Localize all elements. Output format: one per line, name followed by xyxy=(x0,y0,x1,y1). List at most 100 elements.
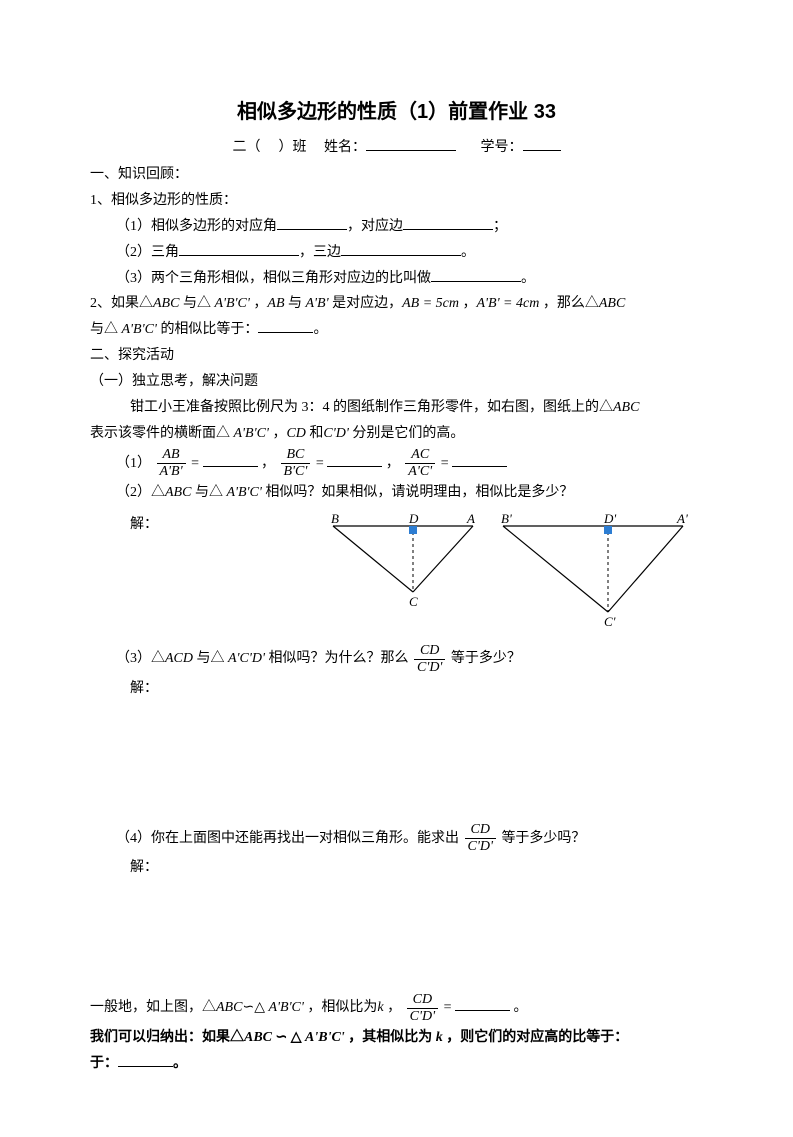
apbpcp: A'B'C' xyxy=(305,1030,345,1045)
num: BC xyxy=(281,448,311,464)
blank[interactable] xyxy=(203,453,258,467)
k: k xyxy=(436,1030,443,1045)
abc: ABC xyxy=(244,1030,272,1045)
t: （4）你在上面图中还能再找出一对相似三角形。能求出 xyxy=(116,831,463,846)
den: C'D' xyxy=(407,1009,438,1024)
eq: = xyxy=(316,456,327,471)
t: 一般地，如上图，△ xyxy=(90,1000,216,1015)
cpdp: C'D' xyxy=(323,426,348,441)
t: 。 xyxy=(313,322,327,337)
blank[interactable] xyxy=(179,242,299,256)
den: A'C' xyxy=(405,464,435,479)
t: 的相似比等于： xyxy=(157,322,259,337)
work-space-2[interactable] xyxy=(90,881,703,991)
blank[interactable] xyxy=(118,1053,173,1067)
t: 等于多少？ xyxy=(451,651,521,666)
t: ，则它们的对应高的比等于： xyxy=(443,1030,629,1045)
svg-text:D': D' xyxy=(603,512,616,526)
den: C'D' xyxy=(414,660,445,675)
q1-2-b: ，三边 xyxy=(299,245,341,260)
eq1: AB = 5cm xyxy=(402,296,459,311)
t: 分别是它们的高。 xyxy=(349,426,465,441)
t: 表示该零件的横断面△ xyxy=(90,426,234,441)
num: CD xyxy=(465,823,496,839)
apcpdp: A'C'D' xyxy=(228,651,265,666)
triangle-abc: BDAC xyxy=(323,512,483,612)
t: ， xyxy=(384,1000,402,1015)
t: 与△ xyxy=(179,296,214,311)
triangle-diagrams: BDAC B'D'A'C' xyxy=(90,512,703,632)
apbpcp: A'B'C' xyxy=(234,426,269,441)
solution-label: 解： xyxy=(90,512,158,538)
general-conclusion: 一般地，如上图，△ABC∽△ A'B'C' ，相似比为k ， CDC'D' = … xyxy=(90,991,703,1025)
svg-text:A': A' xyxy=(676,512,688,526)
solution-label-4: 解： xyxy=(90,855,703,881)
num: CD xyxy=(414,644,445,660)
q1-2: （2）三角，三边。 xyxy=(90,240,703,266)
apbpcp: A'B'C' xyxy=(226,485,261,500)
intro-line1: 钳工小王准备按照比例尺为 3：4 的图纸制作三角形零件，如右图，图纸上的△ABC xyxy=(90,395,703,421)
blank[interactable] xyxy=(258,319,313,333)
t: 与△ xyxy=(193,651,228,666)
q1-2-a: （2）三角 xyxy=(116,245,179,260)
student-info-line: 二（）班 姓名： 学号： xyxy=(90,136,703,156)
svg-text:A: A xyxy=(466,512,475,526)
t: 等于多少吗？ xyxy=(501,831,585,846)
conclusion-bold: 我们可以归纳出：如果△ABC ∽ △ A'B'C' ，其相似比为 k ，则它们的… xyxy=(90,1025,703,1051)
blank[interactable] xyxy=(327,453,382,467)
cd: CD xyxy=(286,426,305,441)
apbpcp: A'B'C' xyxy=(214,296,249,311)
q3: （3）△ACD 与△ A'C'D' 相似吗？为什么？那么 CDC'D' 等于多少… xyxy=(90,642,703,676)
den: C'D' xyxy=(465,839,496,854)
t: 钳工小王准备按照比例尺为 3：4 的图纸制作三角形零件，如右图，图纸上的△ xyxy=(130,400,613,415)
q1-1-c: ； xyxy=(493,219,507,234)
frac-cd2: CDC'D' xyxy=(465,823,496,854)
blank[interactable] xyxy=(341,242,461,256)
frac-cd3: CDC'D' xyxy=(407,993,438,1024)
abc: ABC xyxy=(613,400,639,415)
q1-label: （1） xyxy=(116,456,151,471)
intro-line2: 表示该零件的横断面△ A'B'C' ，CD 和C'D' 分别是它们的高。 xyxy=(90,421,703,447)
q1-1-b: ，对应边 xyxy=(347,219,403,234)
q2: 2、如果△ABC 与△ A'B'C' ，AB 与 A'B' 是对应边，AB = … xyxy=(90,291,703,317)
section-1-heading: 一、知识回顾： xyxy=(90,162,703,188)
work-space[interactable] xyxy=(90,702,703,822)
q1-3-a: （3）两个三角形相似，相似三角形对应边的比叫做 xyxy=(116,271,431,286)
blank[interactable] xyxy=(403,216,493,230)
den: B'C' xyxy=(281,464,311,479)
num: AB xyxy=(157,448,186,464)
blank[interactable] xyxy=(452,453,507,467)
t: 我们可以归纳出：如果△ xyxy=(90,1030,244,1045)
conclusion-bold-2: 于：。 xyxy=(90,1051,703,1077)
name-blank[interactable] xyxy=(366,137,456,151)
num: AC xyxy=(405,448,435,464)
eq: = xyxy=(191,456,202,471)
sub1: （一）独立思考，解决问题 xyxy=(90,369,703,395)
apbpcp: A'B'C' xyxy=(122,322,157,337)
t: 和 xyxy=(306,426,324,441)
frac-ab: ABA'B' xyxy=(157,448,186,479)
svg-text:D: D xyxy=(408,512,419,526)
t: △ xyxy=(254,1000,268,1015)
t: ，相似比为 xyxy=(304,1000,378,1015)
blank[interactable] xyxy=(277,216,347,230)
eq2: A'B' = 4cm xyxy=(476,296,539,311)
q-ratios: （1） ABA'B' = ， BCB'C' = ， ACA'C' = xyxy=(90,447,703,481)
num: CD xyxy=(407,993,438,1009)
blank[interactable] xyxy=(455,997,510,1011)
t: 相似吗？为什么？那么 xyxy=(265,651,412,666)
t: 相似吗？如果相似，请说明理由，相似比是多少？ xyxy=(262,485,574,500)
t: ，其相似比为 xyxy=(345,1030,436,1045)
id-blank[interactable] xyxy=(523,137,561,151)
triangle-apbpcp: B'D'A'C' xyxy=(493,512,693,632)
comma: ， xyxy=(261,456,275,471)
blank[interactable] xyxy=(431,268,521,282)
id-label: 学号： xyxy=(481,140,523,155)
abc: ABC xyxy=(165,485,191,500)
svg-text:C': C' xyxy=(604,614,616,629)
t: 与△ xyxy=(90,322,122,337)
svg-text:C: C xyxy=(409,594,418,609)
t: 2、如果△ xyxy=(90,296,153,311)
t: （3）△ xyxy=(116,651,165,666)
q1-1: （1）相似多边形的对应角，对应边； xyxy=(90,214,703,240)
